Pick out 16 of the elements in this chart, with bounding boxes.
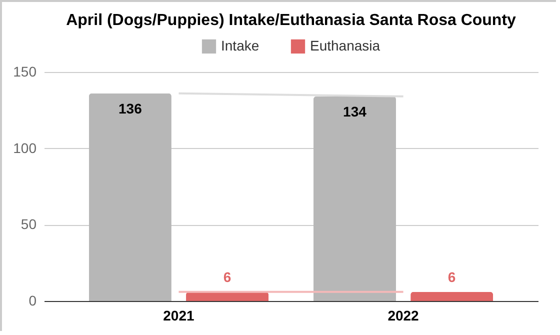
bar xyxy=(410,292,494,301)
y-tick-label: 50 xyxy=(20,216,37,232)
y-tick-label: 0 xyxy=(28,292,37,308)
data-label: 136 xyxy=(118,100,142,116)
data-label: 6 xyxy=(223,268,232,285)
chart-title: April (Dogs/Puppies) Intake/Euthanasia Santa Rosa County xyxy=(66,12,516,29)
bar xyxy=(88,93,172,301)
legend-label: Euthanasia xyxy=(310,37,380,54)
x-tick-label: 2021 xyxy=(163,308,195,324)
data-label: 134 xyxy=(343,103,367,120)
y-tick-label: 100 xyxy=(13,140,37,156)
x-tick-label: 2022 xyxy=(388,308,420,324)
data-label: 6 xyxy=(448,268,456,285)
y-tick-label: 150 xyxy=(13,64,37,80)
legend-label: Intake xyxy=(221,37,260,54)
bar xyxy=(313,96,396,301)
